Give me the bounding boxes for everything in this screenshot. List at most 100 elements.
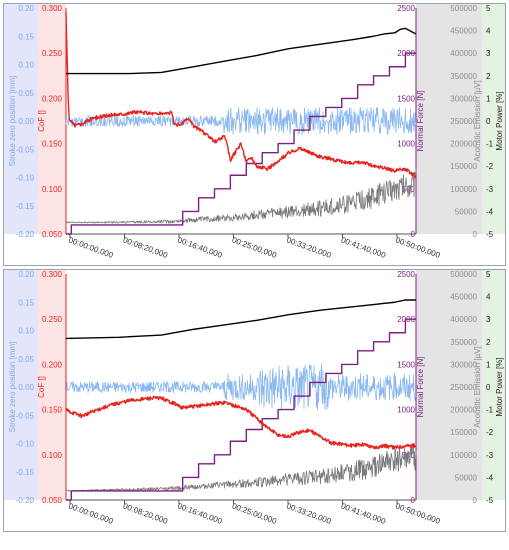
normal-force-tick-label: 1000	[397, 406, 415, 415]
x-tick-label: 00:16:40,000	[176, 501, 223, 526]
x-tick-label: 00:00:00,000	[67, 501, 114, 526]
normal-force-axis-title: Normal Force [N]	[416, 91, 425, 152]
motor-tick-label: -1	[486, 406, 494, 415]
cof-tick-label: 0.150	[42, 406, 63, 415]
cof-series-line	[65, 395, 417, 450]
acoustic-axis-band	[416, 4, 482, 234]
stroke-tick-label: 0.05	[18, 355, 34, 364]
stroke-tick-label: 0.00	[18, 117, 34, 126]
cof-tick-label: 0.150	[42, 140, 63, 149]
cof-tick-label: 0.200	[42, 94, 63, 103]
motor-tick-label: -4	[486, 207, 494, 216]
x-tick-label: 00:41:40,000	[340, 501, 387, 526]
stroke-axis-band	[4, 4, 38, 234]
normal-force-tick-label: 1500	[397, 94, 415, 103]
normal-force-tick-label: 0	[411, 496, 416, 505]
acoustic-tick-label: 300000	[450, 94, 477, 103]
x-tick-label: 00:16:40,000	[176, 235, 223, 260]
acoustic-series-line	[65, 445, 417, 492]
motor-tick-label: 3	[486, 49, 491, 58]
motor-tick-label: -4	[486, 473, 494, 482]
acoustic-tick-label: 150000	[450, 162, 477, 171]
motor-tick-label: 1	[486, 94, 491, 103]
acoustic-tick-label: 150000	[450, 428, 477, 437]
acoustic-tick-label: 250000	[450, 117, 477, 126]
acoustic-axis-band	[416, 270, 482, 500]
motor-axis-band	[482, 270, 505, 500]
motor-axis-title: Motor Power [%]	[495, 357, 504, 416]
stroke-tick-label: -0.10	[16, 174, 35, 183]
normal-force-tick-label: 1500	[397, 360, 415, 369]
stroke-tick-label: -0.05	[16, 411, 35, 420]
x-tick-label: 00:25:00,000	[231, 235, 278, 260]
stroke-tick-label: 0.15	[18, 298, 34, 307]
acoustic-series-line	[65, 168, 417, 224]
acoustic-tick-label: 50000	[455, 207, 478, 216]
acoustic-axis-title: Acoustic Emission [µV]	[473, 80, 482, 162]
x-tick-label: 00:41:40,000	[340, 235, 387, 260]
acoustic-tick-label: 0	[473, 496, 478, 505]
normal-force-tick-label: 1000	[397, 140, 415, 149]
cof-tick-label: 0.300	[42, 270, 63, 279]
stroke-tick-label: 0.15	[18, 32, 34, 41]
motor-tick-label: 0	[486, 117, 491, 126]
normal-force-series-line	[66, 318, 416, 501]
chart-panel-top: 0.20 0.15 0.10 0.05 0.00 -0.05 -0.10 -0.15 -0.20…	[3, 3, 506, 266]
stroke-axis-title: Stroke zero position [mm]	[8, 342, 17, 433]
cof-tick-label: 0.200	[42, 360, 63, 369]
motor-tick-label: 3	[486, 315, 491, 324]
stroke-tick-label: 0.20	[18, 4, 34, 13]
acoustic-tick-label: 500000	[450, 4, 477, 13]
stroke-tick-label: 0.05	[18, 89, 34, 98]
stroke-tick-label: -0.20	[16, 496, 35, 505]
normal-force-tick-label: 2500	[397, 4, 415, 13]
acoustic-tick-label: 400000	[450, 315, 477, 324]
x-tick-label: 00:25:00,000	[231, 501, 278, 526]
motor-tick-label: 2	[486, 338, 491, 347]
cof-axis-band	[38, 270, 66, 500]
x-tick-label: 00:00:00,000	[67, 235, 114, 260]
stroke-tick-label: -0.15	[16, 202, 35, 211]
x-tick-label: 00:50:00,000	[394, 501, 441, 526]
motor-tick-label: -3	[486, 451, 494, 460]
x-tick-label: 00:50:00,000	[394, 235, 441, 260]
chart-panel-bottom: 0.20 0.15 0.10 0.05 0.00 -0.05 -0.10 -0.15 -0.20…	[3, 269, 506, 532]
stroke-tick-label: -0.05	[16, 145, 35, 154]
motor-tick-label: 4	[486, 27, 491, 36]
stroke-tick-label: 0.10	[18, 327, 34, 336]
acoustic-tick-label: 350000	[450, 72, 477, 81]
normal-force-tick-label: 2500	[397, 270, 415, 279]
cof-axis-title: CoF []	[37, 376, 46, 398]
cof-tick-label: 0.250	[42, 315, 63, 324]
stroke-axis-title: Stroke zero position [mm]	[8, 76, 17, 167]
x-tick-label: 00:08:20,000	[122, 501, 169, 526]
cof-tick-label: 0.100	[42, 451, 63, 460]
stroke-tick-label: -0.20	[16, 230, 35, 239]
acoustic-tick-label: 250000	[450, 383, 477, 392]
motor-tick-label: -3	[486, 185, 494, 194]
motor-tick-label: 5	[486, 4, 491, 13]
acoustic-tick-label: 450000	[450, 293, 477, 302]
acoustic-tick-label: 300000	[450, 360, 477, 369]
stroke-tick-label: 0.00	[18, 383, 34, 392]
acoustic-tick-label: 200000	[450, 140, 477, 149]
motor-series-line	[66, 27, 417, 75]
acoustic-axis-title: Acoustic Emission [µV]	[473, 346, 482, 428]
motor-tick-label: 4	[486, 293, 491, 302]
stroke-axis-band	[4, 270, 38, 500]
cof-tick-label: 0.300	[42, 4, 63, 13]
cof-axis-title: CoF []	[37, 110, 46, 132]
acoustic-tick-label: 400000	[450, 49, 477, 58]
x-tick-label: 00:33:20,000	[285, 235, 332, 260]
motor-tick-label: 1	[486, 360, 491, 369]
cof-tick-label: 0.050	[42, 230, 63, 239]
x-tick-label: 00:08:20,000	[122, 235, 169, 260]
motor-tick-label: 0	[486, 383, 491, 392]
motor-tick-label: 2	[486, 72, 491, 81]
stroke-series-line	[65, 107, 417, 135]
chart-top-svg: 0.20 0.15 0.10 0.05 0.00 -0.05 -0.10 -0.15 -0.20…	[4, 4, 505, 260]
x-tick-label: 00:33:20,000	[285, 501, 332, 526]
cof-tick-label: 0.100	[42, 185, 63, 194]
motor-series-line	[65, 299, 416, 340]
